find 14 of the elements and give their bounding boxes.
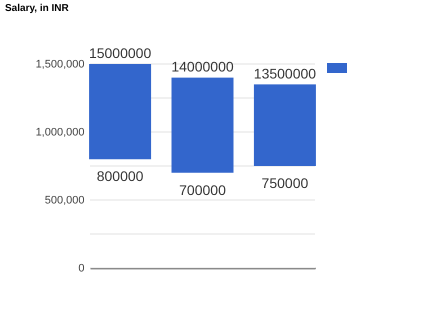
text: 15000000 [88,45,152,61]
annotation: 700000 [179,182,226,198]
y-tick-label: 1,500,000 [36,58,84,70]
bar [89,64,152,160]
text: 14000000 [171,58,234,75]
chart-title: Salary, in INR [5,3,69,14]
annotation: 750000 [262,175,308,191]
y-tick-label: 500,000 [44,194,84,206]
bar [254,84,316,166]
text: 13500000 [254,65,316,82]
bar [172,78,234,173]
y-tick-label: 1,000,000 [36,126,84,138]
y-tick-label: 0 [78,262,84,274]
annotation: 800000 [96,168,144,184]
